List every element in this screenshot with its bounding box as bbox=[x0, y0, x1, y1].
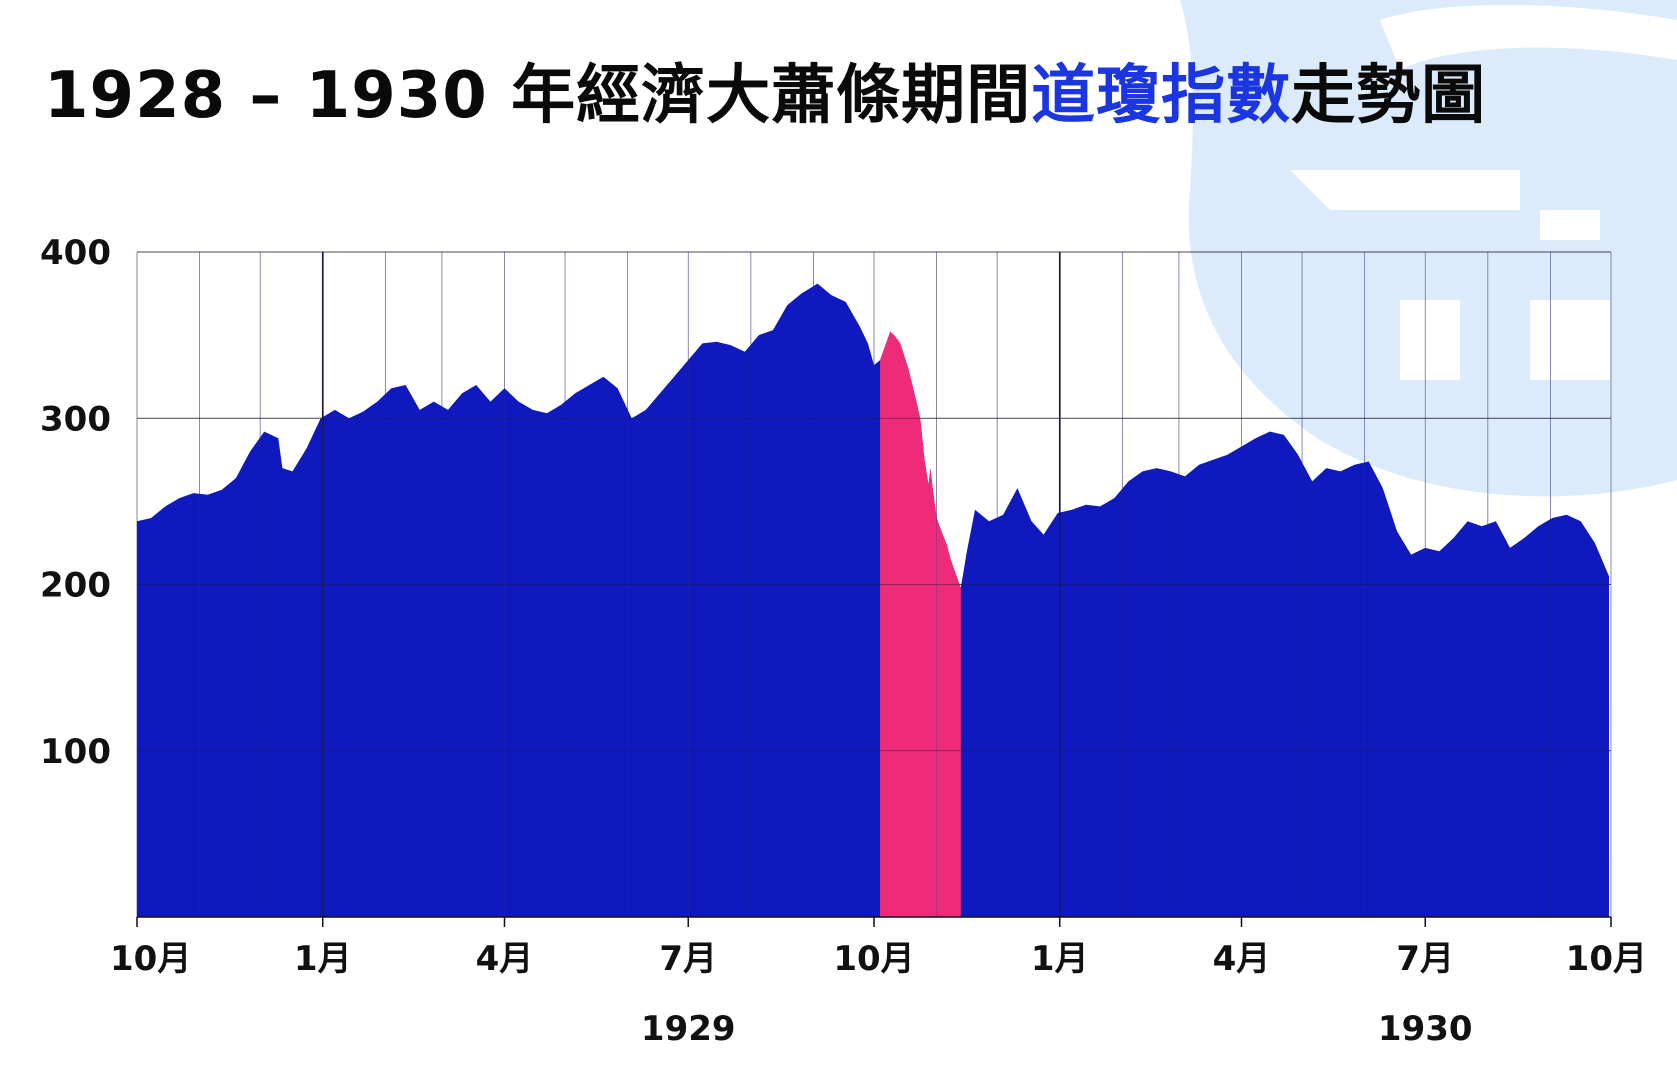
grid-overlay bbox=[136, 251, 1612, 917]
axes bbox=[136, 916, 1612, 927]
year-label: 1930 bbox=[1378, 1009, 1473, 1049]
y-ticks: 100 200 300 400 bbox=[40, 233, 111, 772]
x-tick-label: 1月 bbox=[1031, 939, 1089, 979]
chart-title: 1928 – 1930 年經濟大蕭條期間道瓊指數走勢圖 bbox=[44, 64, 1486, 128]
x-tick-label: 10月 bbox=[1566, 939, 1647, 979]
x-tick-label: 7月 bbox=[1396, 939, 1454, 979]
x-tick-label: 1月 bbox=[294, 939, 352, 979]
year-labels: 1929 1930 bbox=[641, 1009, 1473, 1049]
y-tick-label: 100 bbox=[40, 732, 111, 772]
title-highlight: 道瓊指數 bbox=[1031, 59, 1292, 133]
title-part1: 1928 – 1930 年經濟大蕭條期間 bbox=[44, 59, 1032, 133]
y-tick-label: 300 bbox=[40, 399, 111, 439]
y-tick-label: 200 bbox=[40, 566, 111, 606]
year-label: 1929 bbox=[641, 1009, 736, 1049]
x-tick-label: 10月 bbox=[110, 939, 191, 979]
x-ticks: 10月 1月 4月 7月 10月 1月 4月 7月 10月 bbox=[110, 939, 1647, 979]
x-tick-label: 4月 bbox=[1213, 939, 1271, 979]
title-part2: 走勢圖 bbox=[1291, 59, 1487, 133]
x-tick-label: 7月 bbox=[659, 939, 717, 979]
area-fill bbox=[137, 283, 1609, 918]
series-area bbox=[136, 251, 1612, 918]
x-tick-label: 4月 bbox=[476, 939, 534, 979]
x-tick-label: 10月 bbox=[833, 939, 914, 979]
y-tick-label: 400 bbox=[40, 233, 111, 273]
crash-highlight bbox=[880, 331, 961, 917]
